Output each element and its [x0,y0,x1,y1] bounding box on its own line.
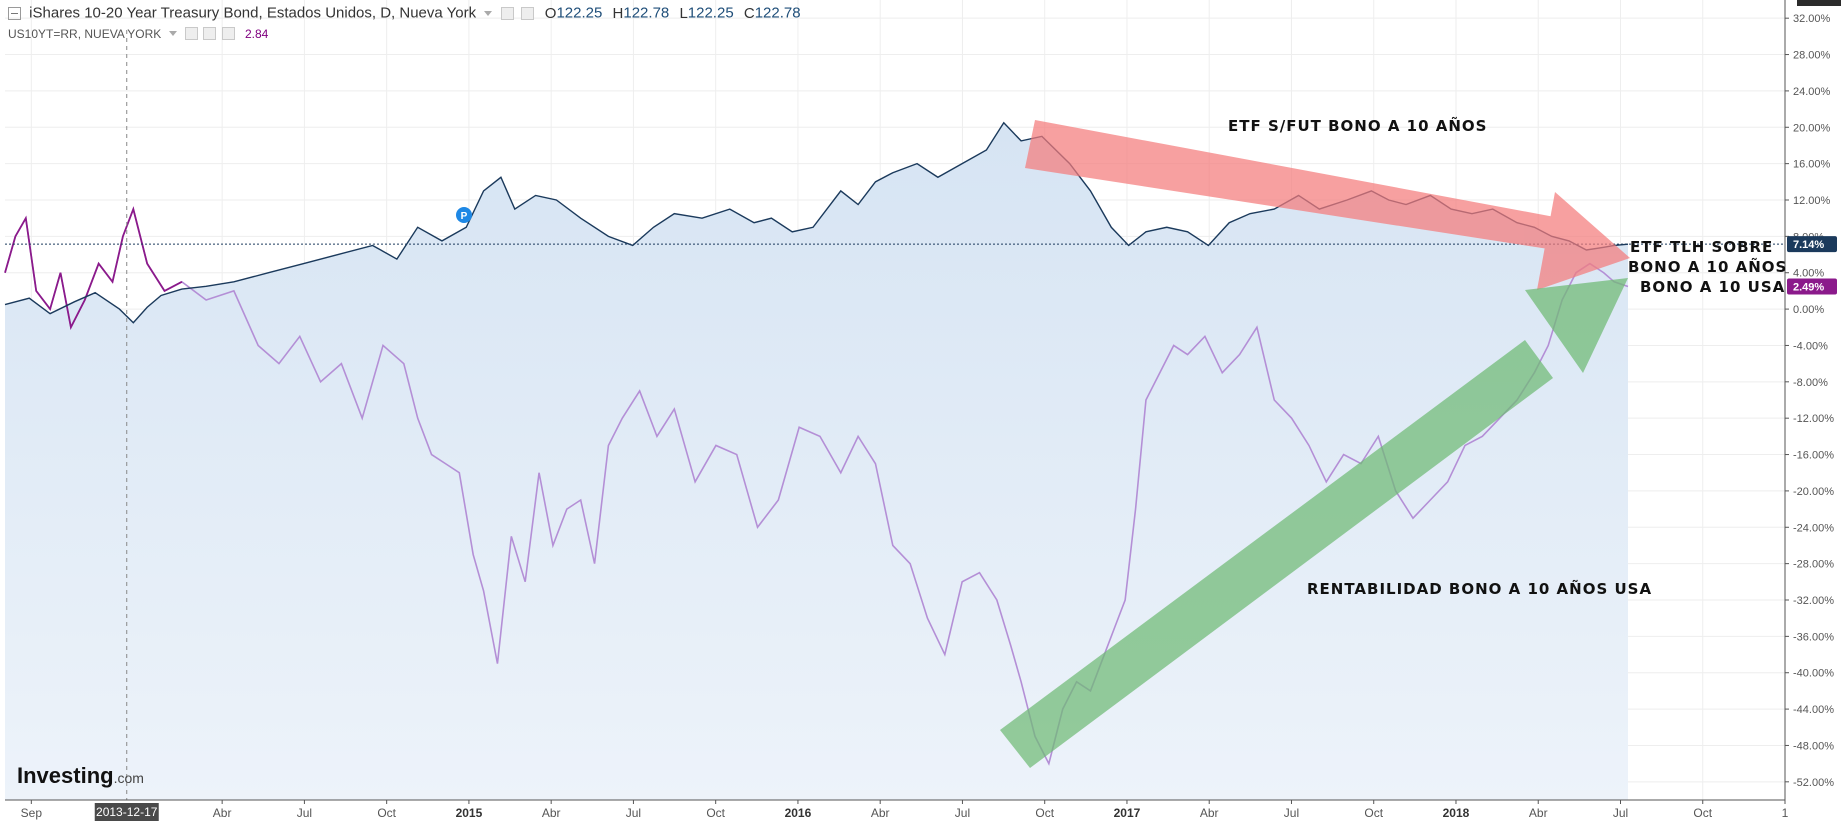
legend-secondary: US10YT=RR, NUEVA YORK 2.84 [8,26,268,41]
crosshair-date-bg [94,803,159,821]
annotation-tlh-line3: BONO A 10 USA [1640,278,1786,296]
logo-brand: Investing [17,763,114,788]
y-tick-label: -36.00% [1793,631,1834,643]
x-tick-label: Jul [626,806,641,820]
second-instrument: US10YT=RR, NUEVA YORK [8,26,162,41]
red-arrow-body [1025,120,1560,250]
yield-last-badge-bg [1787,278,1837,295]
x-tick-label: Jul [955,806,970,820]
y-tick-label: 20.00% [1793,122,1831,134]
top-corner-badge [1797,0,1841,6]
yield-last-badge-label: 2.49% [1793,281,1824,293]
annotation-yield-up: RENTABILIDAD BONO A 10 AÑOS USA [1307,580,1653,598]
low-value: 122.25 [687,4,734,22]
legend-main: iShares 10-20 Year Treasury Bond, Estado… [8,4,801,22]
open-value: 122.25 [556,4,603,22]
high-value: 122.78 [623,4,670,22]
x-tick-label: Abr [1529,806,1548,820]
second-value: 2.84 [245,26,269,41]
y-tick-label: -28.00% [1793,559,1834,571]
x-tick-label: Abr [871,806,890,820]
yield-series-early-line [4,206,183,331]
y-tick-label: 16.00% [1793,159,1831,171]
collapse-icon[interactable] [8,6,21,20]
x-tick-label: 2017 [1114,806,1141,820]
y-tick-label: 28.00% [1793,50,1831,62]
high-key: H [612,4,624,22]
y-tick-label: -24.00% [1793,522,1834,534]
y-tick-label: 4.00% [1793,268,1824,280]
logo-suffix: .com [113,770,144,786]
y-tick-label: -20.00% [1793,486,1834,498]
low-key: L [679,4,688,22]
close-value: 122.78 [754,4,801,22]
etf-area [5,122,1628,800]
y-tick-label: -48.00% [1793,740,1834,752]
close-key: C [743,4,755,22]
etf-last-badge-label: 7.14% [1793,239,1824,251]
x-tick-label: Sep [21,806,43,820]
y-tick-label: -8.00% [1793,377,1828,389]
y-tick-label: -16.00% [1793,450,1834,462]
investing-logo: Investing.com [17,763,144,789]
x-tick-label: Jul [1284,806,1299,820]
red-arrow-head [1537,192,1630,290]
y-tick-label: 32.00% [1793,13,1831,25]
red-trend-arrow [1025,120,1630,290]
green-arrow-body [1000,340,1553,768]
instrument-title: iShares 10-20 Year Treasury Bond, Estado… [29,4,477,22]
x-tick-label: Oct [706,806,725,820]
y-tick-label: -4.00% [1793,340,1828,352]
x-tick-label: Abr [1200,806,1219,820]
y-tick-label: -44.00% [1793,704,1834,716]
y-tick-label: 24.00% [1793,86,1831,98]
x-tick-label: Oct [1035,806,1054,820]
x-tick-label: Oct [377,806,396,820]
settings-icon[interactable] [184,27,198,41]
y-tick-label: 0.00% [1793,304,1824,316]
p-marker-circle [456,207,472,223]
y-tick-label: 12.00% [1793,195,1831,207]
hide-icon[interactable] [520,6,534,20]
close-icon[interactable] [221,27,235,41]
x-tick-label: Oct [1364,806,1383,820]
crosshair-date-label: 2013-12-17 [96,805,158,819]
x-tick-label: Jul [1613,806,1628,820]
trend-arrows [1000,120,1630,768]
x-tick-label: 2016 [785,806,812,820]
annotation-tlh-line1: ETF TLH SOBRE [1630,238,1774,256]
settings-icon[interactable] [501,6,515,20]
x-tick-label: 2015 [456,806,483,820]
y-tick-label: -12.00% [1793,413,1834,425]
y-tick-label: -40.00% [1793,668,1834,680]
x-tick-label: 1 [1782,806,1789,820]
x-tick-label: 2018 [1443,806,1470,820]
etf-area-fill [5,122,1628,800]
green-arrow-head [1525,278,1628,373]
etf-last-badge: 7.14% [1787,236,1837,253]
annotation-etf-down: ETF S/FUT BONO A 10 AÑOS [1228,117,1488,135]
etf-last-badge-bg [1787,236,1837,253]
crosshair-date-badge: 2013-12-17 [94,803,159,821]
x-axis-background [0,801,1841,827]
annotation-tlh-line2: BONO A 10 AÑOS [1628,258,1788,276]
green-trend-arrow [1000,278,1628,768]
chevron-down-icon[interactable] [484,10,493,16]
x-tick-label: Abr [213,806,232,820]
yield-last-badge: 2.49% [1787,278,1837,295]
x-tick-label: Abr [542,806,561,820]
x-tick-label: Jul [297,806,312,820]
x-tick-label: Oct [1693,806,1712,820]
y-axis-background [1786,0,1841,800]
p-marker-label: P [461,211,468,222]
open-key: O [544,4,557,22]
chevron-down-icon[interactable] [168,31,177,37]
p-marker: P [456,207,472,223]
y-tick-label: -32.00% [1793,595,1834,607]
source-icon[interactable] [203,27,217,41]
y-tick-label: -52.00% [1793,777,1834,789]
